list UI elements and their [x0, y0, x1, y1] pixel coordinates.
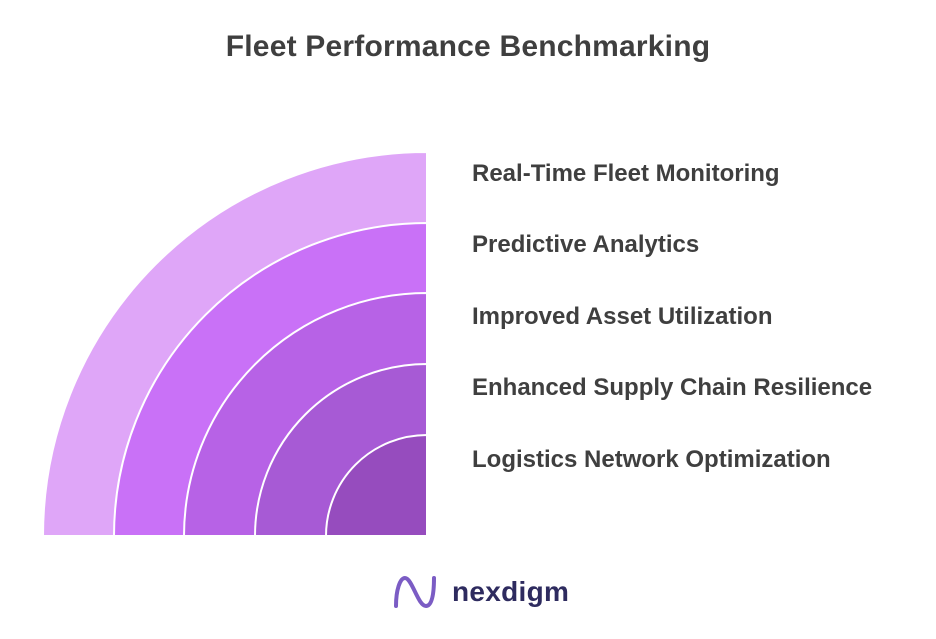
layer-arc-5 [324, 433, 428, 537]
layer-label-5: Logistics Network Optimization [472, 446, 831, 473]
layer-label-2: Predictive Analytics [472, 231, 700, 258]
layer-label-4: Enhanced Supply Chain Resilience [472, 374, 873, 401]
nexdigm-n-logo-icon [394, 575, 436, 609]
brand-name: nexdigm [452, 576, 570, 607]
layer-label-3: Improved Asset Utilization [472, 303, 773, 330]
diagram-title: Fleet Performance Benchmarking [225, 30, 711, 63]
layer-label-1: Real-Time Fleet Monitoring [472, 160, 780, 187]
brand-logo: nexdigm [390, 570, 569, 614]
